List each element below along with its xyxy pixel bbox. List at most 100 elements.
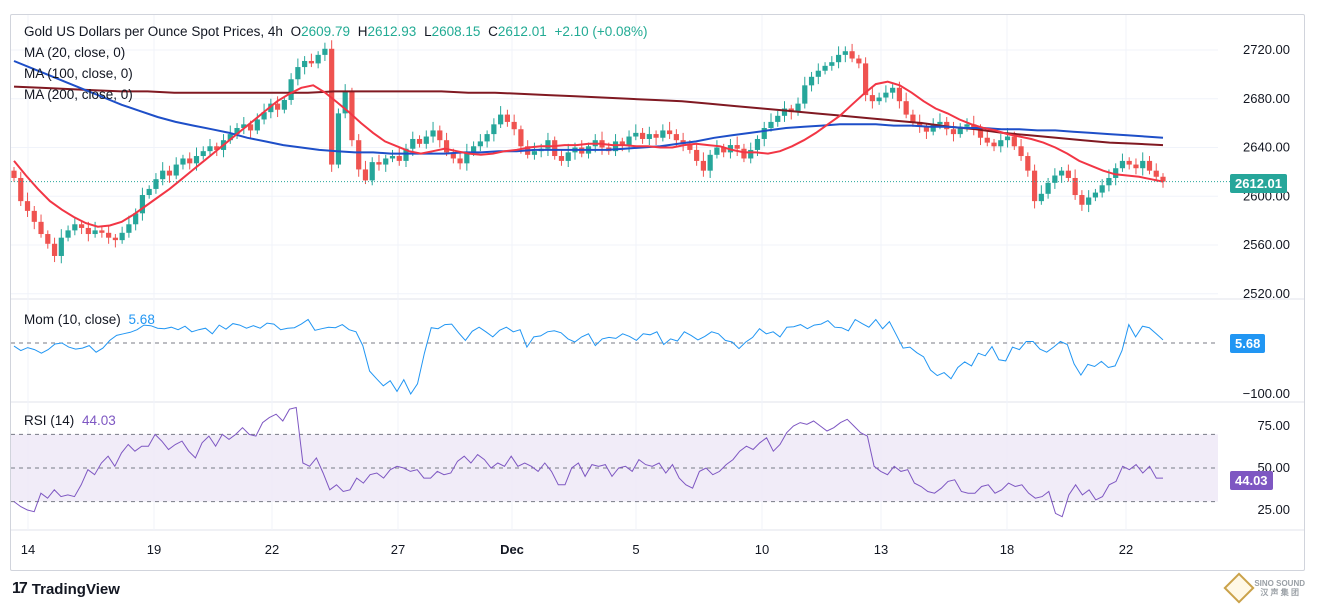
candle-body bbox=[1065, 170, 1071, 178]
candle-body bbox=[416, 138, 423, 144]
candle-body bbox=[734, 145, 740, 149]
candle-body bbox=[552, 140, 558, 157]
candle-body bbox=[234, 128, 240, 135]
candle-body bbox=[626, 136, 632, 146]
chart-frame bbox=[10, 14, 1305, 571]
x-tick-label: 5 bbox=[632, 542, 639, 557]
candle-body bbox=[227, 134, 233, 141]
candle-body bbox=[1011, 136, 1017, 147]
candle-body bbox=[78, 224, 85, 228]
candle-body bbox=[92, 230, 98, 235]
candle-body bbox=[856, 58, 862, 64]
candle-body bbox=[443, 140, 450, 153]
candle-body bbox=[281, 99, 287, 110]
candle-body bbox=[450, 152, 456, 159]
candle-body bbox=[38, 221, 44, 235]
low-value: 2608.15 bbox=[431, 24, 481, 39]
mom-label: Mom (10, close) bbox=[24, 312, 121, 327]
candle-body bbox=[376, 162, 382, 165]
rsi-legend-value: 44.03 bbox=[82, 413, 116, 428]
ma100-line bbox=[13, 60, 1164, 155]
x-tick-label: 10 bbox=[755, 542, 769, 557]
x-tick-label: 27 bbox=[391, 542, 405, 557]
candle-body bbox=[112, 237, 118, 241]
candle-body bbox=[72, 224, 78, 231]
candle-body bbox=[714, 147, 720, 155]
candle-body bbox=[917, 121, 923, 127]
candle-body bbox=[667, 130, 673, 135]
candle-body bbox=[890, 87, 896, 93]
candle-body bbox=[687, 143, 693, 150]
ma200-legend[interactable]: MA (200, close, 0) bbox=[24, 87, 133, 102]
x-tick-label: 19 bbox=[147, 542, 161, 557]
candle-body bbox=[1072, 177, 1078, 196]
x-tick-label: 22 bbox=[265, 542, 279, 557]
candle-body bbox=[464, 152, 470, 164]
candle-body bbox=[200, 151, 206, 157]
candle-body bbox=[187, 158, 193, 164]
rsi-value-tag: 44.03 bbox=[1230, 471, 1273, 490]
candle-body bbox=[545, 140, 551, 149]
candle-body bbox=[639, 132, 646, 139]
mom-legend[interactable]: Mom (10, close) 5.68 bbox=[24, 312, 159, 327]
mom-tick-label: −100.00 bbox=[1243, 386, 1290, 401]
candle-body bbox=[977, 129, 984, 138]
candle-body bbox=[193, 156, 200, 164]
candle-body bbox=[31, 210, 37, 222]
candle-body bbox=[1099, 185, 1105, 193]
candle-body bbox=[863, 63, 869, 96]
candle-body bbox=[768, 121, 774, 128]
mom-line bbox=[13, 318, 1164, 396]
candle-body bbox=[1160, 176, 1166, 182]
candle-body bbox=[1146, 160, 1153, 171]
candle-body bbox=[957, 126, 963, 135]
candle-body bbox=[126, 224, 132, 233]
candle-body bbox=[694, 149, 700, 161]
close-value: 2612.01 bbox=[497, 24, 547, 39]
candle-body bbox=[1113, 168, 1119, 178]
candle-body bbox=[1140, 160, 1146, 169]
candle-body bbox=[342, 91, 348, 114]
x-tick-label: 14 bbox=[21, 542, 35, 557]
y-tick-label: 2560.00 bbox=[1243, 237, 1290, 252]
candle-body bbox=[1133, 164, 1139, 169]
candle-body bbox=[322, 48, 328, 55]
candle-body bbox=[133, 213, 139, 225]
candle-body bbox=[308, 60, 314, 64]
candle-body bbox=[369, 162, 375, 181]
x-tick-label: 22 bbox=[1119, 542, 1133, 557]
candle-body bbox=[423, 136, 429, 144]
candle-body bbox=[362, 169, 369, 181]
candle-body bbox=[930, 124, 936, 132]
tradingview-logo[interactable]: 17 TradingView bbox=[12, 580, 120, 598]
candle-body bbox=[45, 234, 51, 244]
candle-body bbox=[1059, 170, 1065, 176]
tradingview-icon: 17 bbox=[12, 580, 28, 597]
candle-body bbox=[795, 103, 801, 113]
candle-body bbox=[646, 134, 652, 139]
change-value: +2.10 (+0.08%) bbox=[554, 24, 648, 39]
candle-body bbox=[11, 170, 17, 178]
rsi-label: RSI (14) bbox=[24, 413, 75, 428]
x-tick-label: 13 bbox=[874, 542, 888, 557]
candle-body bbox=[619, 141, 625, 146]
ma20-legend[interactable]: MA (20, close, 0) bbox=[24, 45, 126, 60]
candle-body bbox=[247, 124, 254, 131]
ma100-legend[interactable]: MA (100, close, 0) bbox=[24, 66, 133, 81]
candle-body bbox=[876, 97, 882, 102]
candle-body bbox=[815, 70, 821, 77]
candle-body bbox=[302, 60, 308, 68]
open-value: 2609.79 bbox=[301, 24, 350, 39]
candle-body bbox=[498, 114, 504, 125]
candle-body bbox=[65, 230, 71, 238]
candle-body bbox=[99, 230, 105, 233]
candle-body bbox=[741, 148, 747, 159]
rsi-tick-label: 25.00 bbox=[1257, 502, 1290, 517]
candle-body bbox=[1106, 177, 1112, 186]
x-tick-label: Dec bbox=[500, 542, 524, 557]
rsi-legend[interactable]: RSI (14) 44.03 bbox=[24, 413, 120, 428]
candle-body bbox=[295, 67, 301, 80]
candle-body bbox=[612, 141, 619, 152]
candle-body bbox=[1092, 192, 1099, 198]
